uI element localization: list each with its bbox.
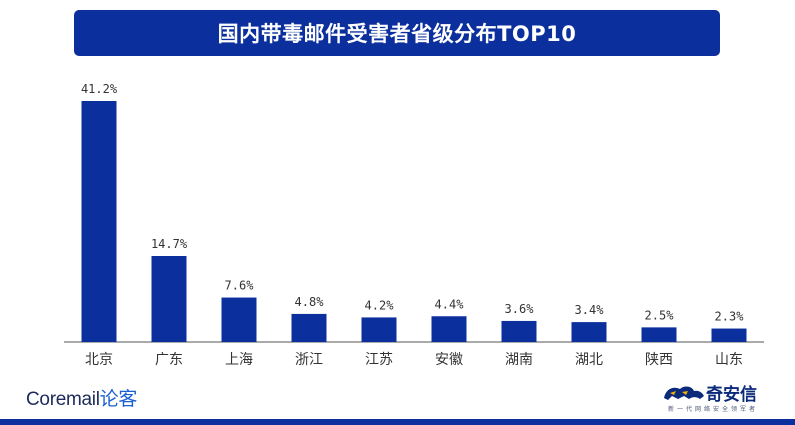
- bar: [711, 328, 747, 342]
- bar: [151, 256, 187, 342]
- x-tick-label: 湖南: [505, 352, 533, 368]
- data-label: 2.3%: [715, 310, 745, 324]
- data-label: 4.8%: [295, 295, 325, 309]
- bar: [641, 327, 677, 342]
- x-tick-label: 江苏: [365, 352, 393, 368]
- data-label: 4.4%: [435, 297, 465, 311]
- x-tick-label: 湖北: [575, 352, 603, 368]
- data-label: 14.7%: [151, 237, 188, 251]
- x-tick-label: 上海: [225, 352, 253, 368]
- data-label: 4.2%: [365, 298, 395, 312]
- coremail-suffix-text: 论客: [99, 389, 138, 410]
- x-tick-label: 浙江: [295, 352, 323, 368]
- bar: [571, 322, 607, 342]
- x-tick-label: 陕西: [645, 352, 673, 368]
- bar: [431, 316, 467, 342]
- x-tick-label: 山东: [715, 352, 743, 368]
- x-tick-label: 广东: [155, 352, 183, 368]
- coremail-brand-text: Coremail: [26, 389, 100, 410]
- lion-mark-icon: [664, 386, 704, 400]
- coremail-logo: Coremail论客: [26, 384, 137, 411]
- bar: [291, 313, 327, 342]
- x-tick-label: 安徽: [435, 352, 463, 368]
- footer-bar: [0, 419, 795, 425]
- bar: [361, 317, 397, 342]
- chart-title-bar: 国内带毒邮件受害者省级分布TOP10: [74, 10, 720, 56]
- qianxin-slogan: 新一代网络安全领军者: [668, 406, 759, 413]
- chart-title: 国内带毒邮件受害者省级分布TOP10: [217, 22, 577, 46]
- x-tick-label: 北京: [85, 352, 113, 368]
- data-label: 7.6%: [225, 279, 255, 293]
- bar: [81, 101, 117, 342]
- data-label: 3.6%: [505, 302, 535, 316]
- data-label: 2.5%: [645, 308, 675, 322]
- bar: [221, 297, 257, 342]
- data-label: 3.4%: [575, 303, 605, 317]
- data-label: 41.2%: [81, 82, 118, 96]
- bar: [501, 320, 537, 342]
- qianxin-logo: 奇安信 新一代网络安全领军者: [662, 378, 777, 414]
- qianxin-name: 奇安信: [706, 385, 757, 405]
